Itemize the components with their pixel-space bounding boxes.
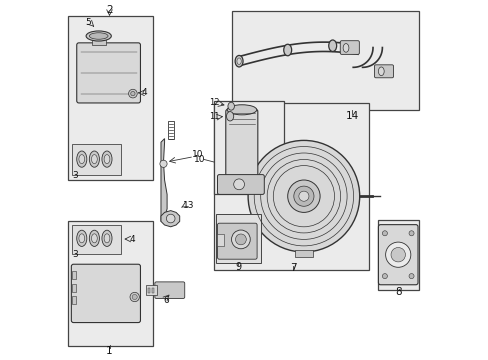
Text: 12: 12 bbox=[208, 99, 219, 108]
Ellipse shape bbox=[104, 155, 110, 163]
Ellipse shape bbox=[283, 44, 291, 56]
Text: 5: 5 bbox=[85, 18, 91, 27]
Ellipse shape bbox=[104, 234, 110, 243]
Ellipse shape bbox=[237, 58, 241, 64]
Text: 11: 11 bbox=[208, 112, 219, 121]
Ellipse shape bbox=[79, 155, 84, 163]
Bar bbox=[377, 220, 418, 290]
Bar bbox=[294, 250, 312, 257]
Ellipse shape bbox=[77, 230, 87, 246]
Ellipse shape bbox=[89, 230, 99, 246]
Text: 3: 3 bbox=[72, 171, 78, 180]
Circle shape bbox=[130, 292, 139, 302]
Ellipse shape bbox=[89, 151, 99, 167]
Text: 6: 6 bbox=[163, 296, 169, 305]
Bar bbox=[167, 121, 173, 139]
Circle shape bbox=[132, 294, 137, 300]
Bar bbox=[68, 16, 152, 180]
Ellipse shape bbox=[91, 234, 97, 243]
Bar bbox=[148, 288, 150, 293]
Circle shape bbox=[382, 231, 386, 236]
Bar bbox=[215, 214, 260, 263]
Circle shape bbox=[233, 179, 244, 190]
Bar bbox=[72, 296, 76, 304]
Bar bbox=[72, 271, 76, 279]
FancyBboxPatch shape bbox=[77, 43, 140, 103]
Ellipse shape bbox=[227, 105, 256, 115]
Circle shape bbox=[287, 180, 320, 212]
FancyBboxPatch shape bbox=[374, 65, 393, 78]
Bar bbox=[68, 221, 152, 346]
Ellipse shape bbox=[86, 31, 111, 41]
Circle shape bbox=[247, 140, 359, 252]
Circle shape bbox=[408, 274, 413, 279]
Ellipse shape bbox=[89, 33, 108, 39]
Text: 2: 2 bbox=[106, 5, 113, 15]
Ellipse shape bbox=[226, 112, 233, 121]
Ellipse shape bbox=[91, 155, 97, 163]
FancyBboxPatch shape bbox=[225, 109, 257, 183]
Text: 3: 3 bbox=[72, 250, 78, 259]
Text: 14: 14 bbox=[345, 111, 358, 121]
Bar bbox=[213, 103, 368, 270]
Bar bbox=[152, 288, 153, 293]
FancyBboxPatch shape bbox=[71, 264, 140, 323]
Text: 13: 13 bbox=[183, 201, 194, 210]
Text: 4: 4 bbox=[142, 89, 147, 98]
Circle shape bbox=[160, 160, 167, 167]
Ellipse shape bbox=[328, 40, 336, 51]
Bar bbox=[217, 234, 224, 246]
FancyBboxPatch shape bbox=[155, 282, 184, 298]
Bar bbox=[91, 39, 106, 45]
Ellipse shape bbox=[343, 44, 348, 52]
Ellipse shape bbox=[79, 234, 84, 243]
Polygon shape bbox=[161, 139, 167, 221]
FancyBboxPatch shape bbox=[378, 225, 417, 285]
Ellipse shape bbox=[77, 151, 87, 167]
Circle shape bbox=[166, 214, 175, 223]
Bar bbox=[213, 101, 284, 194]
Text: 10: 10 bbox=[193, 155, 205, 164]
FancyBboxPatch shape bbox=[217, 223, 257, 259]
Circle shape bbox=[298, 191, 308, 201]
Ellipse shape bbox=[227, 102, 234, 110]
Circle shape bbox=[235, 234, 246, 245]
Polygon shape bbox=[161, 211, 179, 227]
Circle shape bbox=[385, 242, 410, 267]
Text: 10: 10 bbox=[192, 150, 203, 159]
Text: 8: 8 bbox=[394, 287, 401, 297]
Ellipse shape bbox=[235, 55, 243, 67]
Text: 9: 9 bbox=[235, 262, 241, 272]
Ellipse shape bbox=[102, 230, 112, 246]
Text: 7: 7 bbox=[289, 263, 296, 273]
FancyBboxPatch shape bbox=[217, 175, 264, 194]
Text: 4: 4 bbox=[129, 235, 135, 243]
Bar bbox=[145, 285, 157, 295]
Circle shape bbox=[390, 248, 405, 262]
Bar bbox=[72, 144, 121, 175]
Circle shape bbox=[293, 186, 313, 206]
Bar bbox=[72, 225, 121, 254]
FancyBboxPatch shape bbox=[340, 41, 359, 54]
Circle shape bbox=[408, 231, 413, 236]
Bar bbox=[231, 11, 418, 110]
Circle shape bbox=[231, 230, 250, 249]
Circle shape bbox=[128, 89, 137, 98]
Text: 1: 1 bbox=[106, 346, 113, 356]
Ellipse shape bbox=[102, 151, 112, 167]
Circle shape bbox=[130, 91, 135, 96]
Ellipse shape bbox=[378, 67, 384, 76]
Bar bbox=[72, 284, 76, 292]
Circle shape bbox=[382, 274, 386, 279]
